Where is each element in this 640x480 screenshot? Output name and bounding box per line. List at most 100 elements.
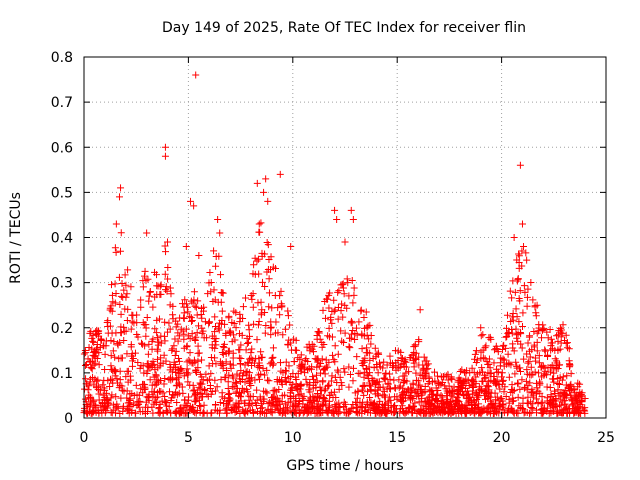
data-point	[101, 409, 109, 417]
data-point	[200, 385, 208, 393]
data-point	[246, 379, 254, 387]
data-point	[323, 363, 331, 371]
data-point	[144, 275, 152, 283]
data-point	[533, 301, 541, 309]
data-point	[97, 401, 105, 409]
data-point	[374, 369, 382, 377]
data-point	[94, 407, 102, 415]
data-point	[541, 346, 549, 354]
data-point	[471, 350, 479, 358]
data-point	[236, 310, 244, 318]
data-point	[284, 398, 292, 406]
data-point	[360, 373, 368, 381]
data-point	[157, 281, 165, 289]
data-point	[512, 305, 520, 313]
data-point	[422, 403, 430, 411]
data-point	[152, 371, 160, 379]
data-point	[424, 365, 432, 373]
data-point	[197, 402, 205, 410]
data-point	[162, 283, 170, 291]
data-point	[171, 351, 179, 359]
data-point	[335, 403, 343, 411]
data-point	[132, 409, 140, 417]
data-point	[567, 370, 575, 378]
data-point	[486, 393, 494, 401]
data-point	[475, 391, 483, 399]
data-point	[206, 268, 214, 276]
data-point	[117, 184, 125, 192]
data-point	[156, 400, 164, 408]
data-point	[191, 392, 199, 400]
data-point	[237, 341, 245, 349]
data-point	[509, 316, 517, 324]
data-point	[437, 397, 445, 405]
data-point	[549, 402, 557, 410]
data-point	[211, 376, 219, 384]
data-point	[183, 365, 191, 373]
data-point	[531, 354, 539, 362]
data-point	[511, 370, 519, 378]
data-point	[363, 365, 371, 373]
data-point	[400, 409, 408, 417]
data-point	[500, 406, 508, 414]
data-point	[149, 409, 157, 417]
data-point	[232, 309, 240, 317]
data-point	[274, 304, 282, 312]
data-point	[284, 312, 292, 320]
data-point	[256, 375, 264, 383]
data-point	[163, 287, 171, 295]
data-point	[373, 350, 381, 358]
data-point	[265, 303, 273, 311]
data-point	[530, 343, 538, 351]
data-point	[389, 363, 397, 371]
data-point	[514, 393, 522, 401]
data-point	[116, 247, 124, 255]
data-point	[564, 405, 572, 413]
data-point	[565, 345, 573, 353]
data-point	[261, 409, 269, 417]
data-point	[349, 364, 357, 372]
data-point	[454, 397, 462, 405]
data-point	[152, 394, 160, 402]
data-point	[178, 383, 186, 391]
data-point	[128, 318, 136, 326]
data-point	[86, 403, 94, 411]
data-point	[505, 395, 513, 403]
data-point	[109, 347, 117, 355]
data-point	[363, 400, 371, 408]
data-point	[509, 277, 517, 285]
data-point	[116, 367, 124, 375]
data-point	[231, 404, 239, 412]
data-point	[352, 324, 360, 332]
data-point	[115, 193, 123, 201]
data-point	[279, 369, 287, 377]
data-point	[137, 385, 145, 393]
data-point	[562, 331, 570, 339]
data-point	[349, 377, 357, 385]
x-tick-label: 20	[493, 430, 511, 446]
data-point	[249, 356, 257, 364]
data-point	[502, 333, 510, 341]
data-point	[184, 396, 192, 404]
data-point	[236, 314, 244, 322]
data-point	[536, 381, 544, 389]
data-point	[444, 376, 452, 384]
data-point	[144, 360, 152, 368]
data-point	[534, 399, 542, 407]
data-point	[197, 305, 205, 313]
data-point	[426, 386, 434, 394]
data-point	[482, 390, 490, 398]
data-point	[194, 322, 202, 330]
data-point	[170, 342, 178, 350]
data-point	[212, 341, 220, 349]
data-point	[504, 350, 512, 358]
data-point	[539, 362, 547, 370]
data-point	[264, 406, 272, 414]
data-point	[468, 381, 476, 389]
data-point	[381, 400, 389, 408]
data-point	[327, 316, 335, 324]
data-point	[392, 362, 400, 370]
data-point	[282, 325, 290, 333]
data-point	[482, 373, 490, 381]
data-point	[186, 312, 194, 320]
